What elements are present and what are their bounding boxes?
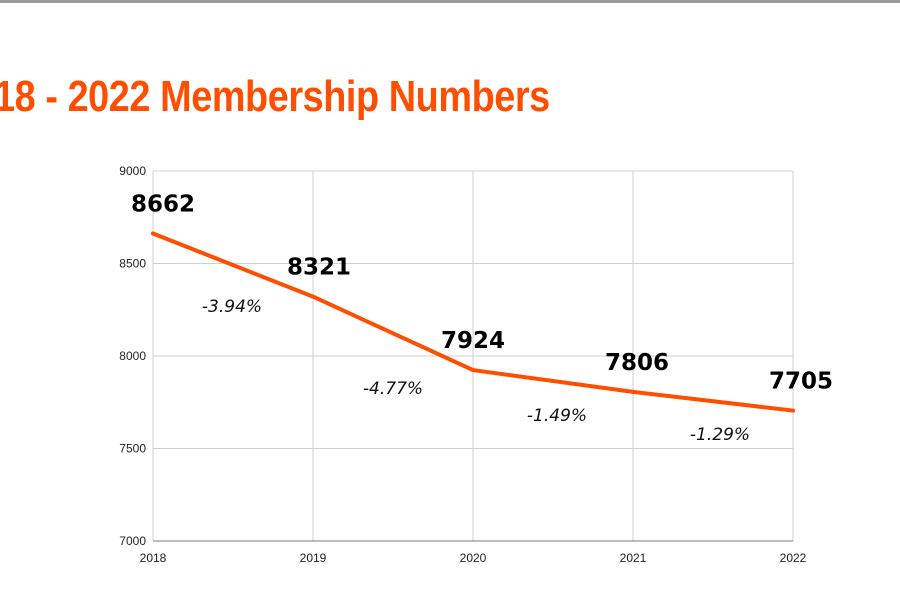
value-label: 8321 bbox=[287, 255, 351, 281]
x-tick-label: 2021 bbox=[620, 551, 647, 565]
change-label: -4.77% bbox=[363, 379, 423, 399]
data-point bbox=[151, 231, 155, 236]
y-tick-label: 7000 bbox=[119, 534, 146, 548]
top-divider bbox=[0, 0, 900, 3]
data-point bbox=[791, 408, 795, 413]
y-tick-label: 9000 bbox=[119, 164, 146, 178]
label-layer: 8662 8321 7924 7806 7705 -3.94% -4.77% -1.49% -1… bbox=[131, 192, 833, 445]
change-label: -1.29% bbox=[690, 425, 750, 445]
slide-title: 18 - 2022 Membership Numbers bbox=[0, 72, 550, 121]
y-tick-label: 8000 bbox=[119, 349, 146, 363]
grid-layer bbox=[152, 170, 794, 542]
series-layer bbox=[151, 231, 795, 413]
value-label: 7806 bbox=[605, 350, 669, 376]
value-label: 7924 bbox=[441, 328, 505, 354]
change-label: -1.49% bbox=[527, 406, 587, 426]
x-tick-label: 2019 bbox=[300, 551, 327, 565]
data-point bbox=[631, 389, 635, 394]
x-tick-label: 2020 bbox=[460, 551, 487, 565]
data-point bbox=[471, 368, 475, 373]
change-label: -3.94% bbox=[202, 297, 262, 317]
data-point bbox=[311, 294, 315, 299]
y-tick-label: 8500 bbox=[119, 257, 146, 271]
y-tick-label: 7500 bbox=[119, 442, 146, 456]
value-label: 7705 bbox=[769, 369, 833, 395]
value-label: 8662 bbox=[131, 192, 195, 218]
x-tick-label: 2018 bbox=[140, 551, 167, 565]
axis-layer: 7000 7500 8000 8500 9000 2018 2019 2020 2021 2022 bbox=[119, 164, 806, 565]
x-tick-label: 2022 bbox=[780, 551, 807, 565]
